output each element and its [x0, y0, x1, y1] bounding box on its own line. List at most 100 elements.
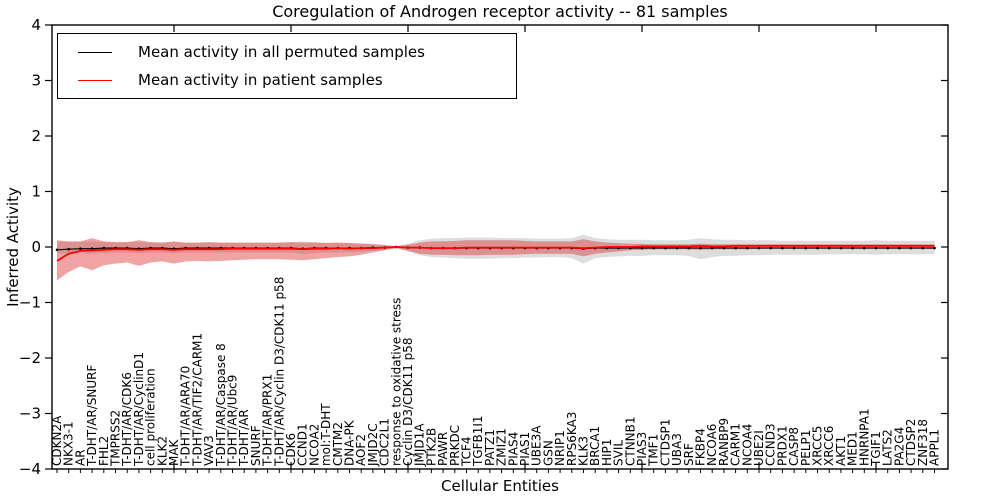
- series-marker: [90, 247, 94, 250]
- series-marker: [804, 246, 808, 250]
- x-tick-label: FHL2: [97, 436, 111, 466]
- series-line-1: [56, 244, 935, 262]
- x-tick-label: NRIP1: [553, 430, 567, 466]
- x-tick-label: CCND1: [296, 423, 310, 466]
- x-tick-label: Cyclin D3/CDK11 p58: [401, 337, 415, 466]
- x-tick-label: GSN: [541, 440, 555, 466]
- x-tick-label: NKX3-1: [62, 421, 76, 466]
- x-tick-label: CASP8: [787, 427, 801, 466]
- x-tick-label: ZNF318: [916, 419, 930, 466]
- x-tick-label: UBA3: [670, 433, 684, 466]
- series-marker: [933, 246, 936, 250]
- x-tick-label: BRCA1: [588, 426, 602, 466]
- x-tick-label: PIAS3: [635, 432, 649, 466]
- y-tick-label: 0: [31, 238, 41, 256]
- x-tick-label: CARM1: [729, 423, 743, 466]
- series-marker: [886, 246, 889, 250]
- x-tick-label: PTK2B: [424, 428, 438, 466]
- series-marker: [792, 246, 796, 250]
- series-marker: [839, 246, 843, 250]
- x-tick-label: SVIL: [612, 440, 626, 466]
- black-line-icon: [78, 51, 112, 53]
- series-marker: [687, 246, 691, 250]
- x-tick-label: VAV3: [202, 435, 216, 466]
- series-marker: [79, 247, 82, 250]
- x-tick-label: TMF1: [647, 434, 661, 467]
- x-tick-label: JMJD1A: [413, 423, 427, 467]
- x-tick-label: KLK3: [577, 436, 591, 466]
- x-tick-label: PRKDC: [448, 425, 462, 466]
- x-tick-label: TCF4: [460, 436, 474, 467]
- x-tick-label: PELP1: [799, 430, 813, 466]
- y-tick-label: 3: [31, 72, 41, 90]
- x-tick-label: T-DHT/AR/PRX1: [261, 374, 275, 467]
- x-tick-label: response to oxidative stress: [389, 298, 403, 466]
- x-tick-label: PA2G4: [892, 427, 906, 466]
- series-marker: [921, 246, 925, 250]
- x-tick-label: CDKN2A: [50, 415, 64, 466]
- series-marker: [102, 246, 106, 250]
- x-tick-label: CTDSP1: [658, 419, 672, 466]
- x-tick-label: PRDX1: [775, 425, 789, 466]
- y-tick-label: −4: [19, 460, 41, 478]
- x-tick-label: mol:T-DHT: [319, 403, 333, 466]
- x-tick-label: T-DHT/AR/SNURF: [85, 365, 99, 468]
- x-tick-label: CTDSP2: [904, 419, 918, 466]
- chart-title: Coregulation of Androgen receptor activi…: [272, 2, 728, 21]
- x-tick-label: PAWR: [436, 432, 450, 466]
- x-tick-label: LATS2: [881, 429, 895, 466]
- x-tick-label: DNA-PK: [343, 419, 357, 466]
- y-tick-label: 1: [31, 183, 41, 201]
- x-tick-label: TMPRSS2: [109, 410, 123, 467]
- x-tick-label: APPL1: [928, 429, 942, 466]
- y-axis-label: Inferred Activity: [4, 187, 22, 307]
- x-tick-label: MAK: [167, 438, 181, 466]
- x-tick-label: SNURF: [249, 425, 263, 466]
- x-tick-label: KLK2: [155, 436, 169, 466]
- x-tick-label: T-DHT/AR/TIF2/CARM1: [190, 333, 204, 467]
- x-tick-label: HNRNPA1: [857, 408, 871, 466]
- x-tick-label: CDC2L1: [378, 418, 392, 466]
- legend-entry-patient: Mean activity in patient samples: [70, 71, 504, 89]
- patient-samples-range-band: [57, 238, 935, 281]
- x-tick-label: AKT1: [834, 436, 848, 466]
- series-marker: [664, 246, 667, 250]
- legend-label-patient: Mean activity in patient samples: [138, 71, 383, 89]
- series-marker: [710, 246, 714, 250]
- series-marker: [863, 246, 866, 250]
- series-marker: [874, 246, 878, 250]
- x-tick-label: CTNNB1: [623, 416, 637, 466]
- x-tick-label: AOF2: [354, 434, 368, 466]
- red-line-icon: [78, 79, 112, 81]
- series-marker: [781, 246, 784, 250]
- x-tick-label: RPS6KA3: [565, 412, 579, 466]
- permuted-samples-range-band: [57, 234, 935, 264]
- series-marker: [816, 246, 819, 250]
- x-tick-label: XRCC5: [811, 426, 825, 466]
- x-tick-label: NCOA6: [705, 424, 719, 466]
- x-tick-label: T-DHT/AR/Cyclin D3/CDK11 p58: [272, 277, 286, 467]
- y-tick-label: 4: [31, 16, 41, 34]
- x-tick-label: JMJD2C: [366, 423, 380, 467]
- x-tick-label: ZMIZ1: [495, 428, 509, 466]
- x-tick-label: cell proliferation: [144, 368, 158, 466]
- x-tick-label: FKBP4: [694, 428, 708, 466]
- series-marker: [699, 246, 702, 250]
- x-tick-label: NCOA4: [740, 424, 754, 466]
- x-tick-label: XRCC6: [822, 426, 836, 466]
- series-marker: [827, 246, 831, 250]
- axes-frame: [51, 24, 949, 470]
- x-tick-label: CCND3: [764, 423, 778, 466]
- x-tick-label: CDK6: [284, 433, 298, 466]
- series-marker: [757, 246, 761, 250]
- x-tick-label: PATZ1: [483, 429, 497, 466]
- x-axis-label: Cellular Entities: [441, 477, 559, 495]
- series-marker: [734, 246, 737, 250]
- x-tick-label: RANBP9: [717, 418, 731, 466]
- y-tick-label: −1: [19, 294, 41, 312]
- x-tick-label: PIAS1: [518, 432, 532, 466]
- series-marker: [55, 248, 59, 252]
- x-tick-label: UBE3A: [530, 425, 544, 466]
